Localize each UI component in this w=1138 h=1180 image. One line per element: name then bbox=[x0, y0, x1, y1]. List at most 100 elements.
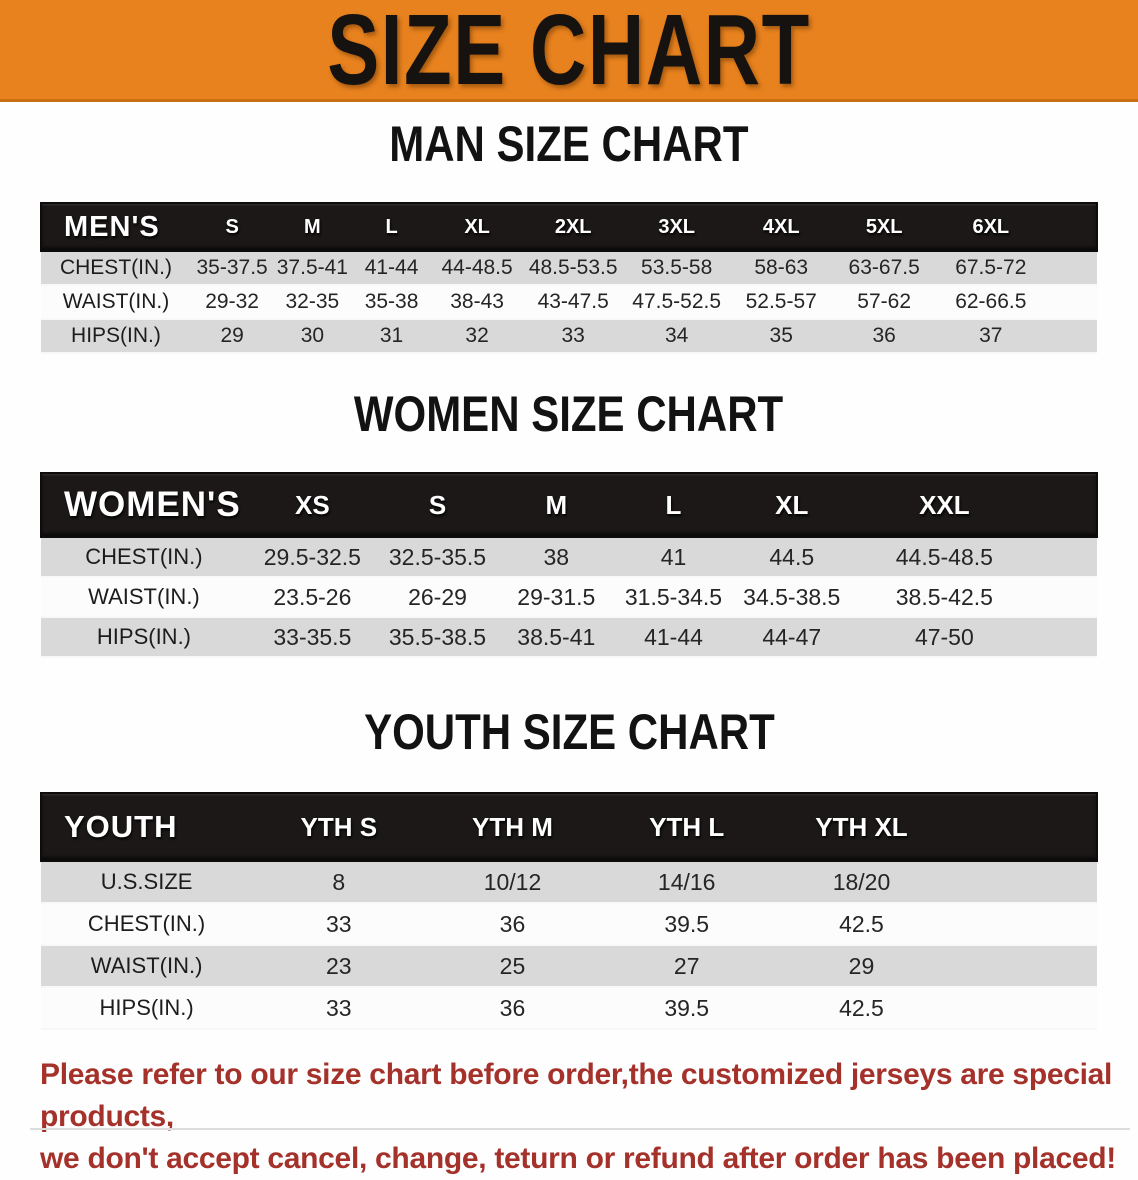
row-filler bbox=[949, 945, 1097, 987]
youth-header-filler bbox=[949, 793, 1097, 861]
men-waist-in-2xl: 43-47.5 bbox=[537, 290, 609, 313]
women-chest-in-xl: 44.5 bbox=[769, 543, 815, 570]
youth-row-hips-in: HIPS(IN.) 33 36 39.5 42.5 bbox=[41, 987, 1097, 1029]
men-column-6xl: 6XL bbox=[972, 215, 1010, 238]
row-filler bbox=[949, 861, 1097, 903]
youth-waist-in-yth-s: 23 bbox=[325, 952, 352, 979]
size-table: WOMEN'S XS S M L XL XXL CHEST(IN.) 29.5-32.5 32.… bbox=[40, 472, 1098, 658]
men-hips-in-m: 30 bbox=[300, 324, 325, 347]
men-hips-in-3xl: 34 bbox=[664, 324, 689, 347]
women-hips-in-l: 41-44 bbox=[644, 623, 703, 650]
youth-hips-in-yth-s: 33 bbox=[325, 994, 352, 1021]
row-filler bbox=[1037, 617, 1097, 657]
section-title: MAN SIZE CHART bbox=[0, 116, 1138, 182]
men-column-l: L bbox=[385, 215, 398, 238]
men-hips-in-xl: 32 bbox=[465, 324, 489, 347]
youth-row-waist-in: WAIST(IN.) 23 25 27 29 bbox=[41, 945, 1097, 987]
footer-line-2: we don't accept cancel, change, teturn o… bbox=[40, 1142, 1116, 1175]
youth-hips-in-yth-xl: 42.5 bbox=[839, 994, 884, 1021]
row-filler bbox=[1037, 537, 1097, 577]
women-row-hips-in: HIPS(IN.) 33-35.5 35.5-38.5 38.5-41 41-44 44-… bbox=[41, 617, 1097, 657]
men-column-4xl: 4XL bbox=[762, 215, 800, 238]
youth-hips-in-yth-m: 36 bbox=[499, 994, 526, 1021]
men-waist-in-5xl: 57-62 bbox=[857, 290, 912, 313]
men-header-label: MEN'S bbox=[64, 210, 160, 243]
row-filler bbox=[1046, 285, 1097, 319]
youth-waist-in-yth-xl: 29 bbox=[848, 952, 875, 979]
men-column-5xl: 5XL bbox=[865, 215, 903, 238]
youth-header-label: YOUTH bbox=[64, 809, 178, 844]
section-title: YOUTH SIZE CHART bbox=[0, 704, 1138, 770]
size-chart-banner: SIZE CHART bbox=[0, 0, 1138, 102]
row-label: WAIST(IN.) bbox=[90, 953, 203, 978]
men-chest-in-5xl: 63-67.5 bbox=[848, 256, 920, 279]
women-column-xl: XL bbox=[775, 489, 809, 520]
women-hips-in-m: 38.5-41 bbox=[517, 623, 596, 650]
women-header-filler bbox=[1037, 473, 1097, 537]
row-label: HIPS(IN.) bbox=[99, 995, 194, 1020]
youth-chest-in-yth-xl: 42.5 bbox=[839, 910, 884, 937]
men-chest-in-6xl: 67.5-72 bbox=[955, 256, 1027, 279]
row-filler bbox=[1046, 319, 1097, 353]
footer-disclaimer: Please refer to our size chart before or… bbox=[40, 1054, 1138, 1180]
men-column-s: S bbox=[225, 215, 239, 238]
youth-chest-in-yth-s: 33 bbox=[325, 910, 352, 937]
youth-column-yth-l: YTH L bbox=[649, 811, 725, 842]
men-row-waist-in: WAIST(IN.) 29-32 32-35 35-38 38-43 43-47.5 47.… bbox=[41, 285, 1097, 319]
men-hips-in-s: 29 bbox=[220, 324, 244, 347]
women-waist-in-xxl: 38.5-42.5 bbox=[895, 583, 993, 610]
men-chest-in-3xl: 53.5-58 bbox=[641, 256, 713, 279]
men-chest-in-m: 37.5-41 bbox=[276, 256, 348, 279]
men-chest-in-2xl: 48.5-53.5 bbox=[528, 256, 618, 279]
row-label: HIPS(IN.) bbox=[96, 624, 192, 649]
section-title-text: YOUTH SIZE CHART bbox=[363, 704, 775, 760]
men-hips-in-4xl: 35 bbox=[769, 324, 793, 347]
table-header-row: YOUTH YTH S YTH M YTH L YTH XL bbox=[41, 793, 1097, 861]
youth-u-s-size-yth-xl: 18/20 bbox=[832, 868, 891, 895]
row-label: CHEST(IN.) bbox=[85, 544, 203, 569]
bottom-divider bbox=[30, 1128, 1130, 1130]
charts-container: MAN SIZE CHART MEN'S S M L XL 2XL 3XL 4XL 5XL 6XL… bbox=[0, 116, 1138, 1030]
women-chest-in-xxl: 44.5-48.5 bbox=[895, 543, 993, 570]
youth-u-s-size-yth-s: 8 bbox=[332, 868, 346, 895]
youth-chest-in-yth-l: 39.5 bbox=[664, 910, 710, 937]
women-waist-in-m: 29-31.5 bbox=[517, 583, 596, 610]
women-chest-in-xs: 29.5-32.5 bbox=[263, 543, 361, 570]
women-waist-in-xs: 23.5-26 bbox=[273, 583, 352, 610]
women-chest-in-s: 32.5-35.5 bbox=[388, 543, 487, 570]
youth-column-yth-s: YTH S bbox=[300, 811, 378, 842]
men-waist-in-4xl: 52.5-57 bbox=[745, 290, 817, 313]
row-label: WAIST(IN.) bbox=[88, 584, 200, 609]
women-row-waist-in: WAIST(IN.) 23.5-26 26-29 29-31.5 31.5-34.5 34… bbox=[41, 577, 1097, 617]
youth-u-s-size-yth-l: 14/16 bbox=[657, 868, 716, 895]
table-header-row: WOMEN'S XS S M L XL XXL bbox=[41, 473, 1097, 537]
row-label: WAIST(IN.) bbox=[62, 290, 170, 313]
men-row-chest-in: CHEST(IN.) 35-37.5 37.5-41 41-44 44-48.5 48.5… bbox=[41, 251, 1097, 285]
men-hips-in-6xl: 37 bbox=[979, 324, 1003, 347]
women-hips-in-s: 35.5-38.5 bbox=[388, 623, 487, 650]
size-table: YOUTH YTH S YTH M YTH L YTH XL U.S.SIZE 8 10/1… bbox=[40, 792, 1098, 1030]
youth-column-yth-m: YTH M bbox=[472, 811, 553, 842]
men-row-hips-in: HIPS(IN.) 29 30 31 32 33 34 35 36 37 bbox=[41, 319, 1097, 353]
women-column-s: S bbox=[428, 489, 447, 520]
men-waist-in-3xl: 47.5-52.5 bbox=[632, 290, 722, 313]
men-column-m: M bbox=[304, 215, 321, 238]
youth-waist-in-yth-l: 27 bbox=[673, 952, 700, 979]
footer-line-1: Please refer to our size chart before or… bbox=[40, 1058, 1113, 1133]
section-title-text: WOMEN SIZE CHART bbox=[354, 386, 784, 442]
men-column-2xl: 2XL bbox=[554, 215, 592, 238]
men-waist-in-l: 35-38 bbox=[364, 290, 419, 313]
men-header-filler bbox=[1046, 203, 1097, 251]
size-section: MAN SIZE CHART MEN'S S M L XL 2XL 3XL 4XL 5XL 6XL… bbox=[0, 116, 1138, 354]
men-waist-in-6xl: 62-66.5 bbox=[955, 290, 1027, 313]
youth-chest-in-yth-m: 36 bbox=[499, 910, 526, 937]
men-waist-in-s: 29-32 bbox=[205, 290, 259, 313]
women-waist-in-xl: 34.5-38.5 bbox=[743, 583, 841, 610]
men-hips-in-5xl: 36 bbox=[872, 324, 896, 347]
row-label: U.S.SIZE bbox=[100, 869, 193, 894]
section-title: WOMEN SIZE CHART bbox=[0, 386, 1138, 452]
row-filler bbox=[949, 987, 1097, 1029]
row-filler bbox=[1046, 251, 1097, 285]
women-chest-in-m: 38 bbox=[543, 543, 570, 570]
row-label: CHEST(IN.) bbox=[87, 911, 206, 936]
